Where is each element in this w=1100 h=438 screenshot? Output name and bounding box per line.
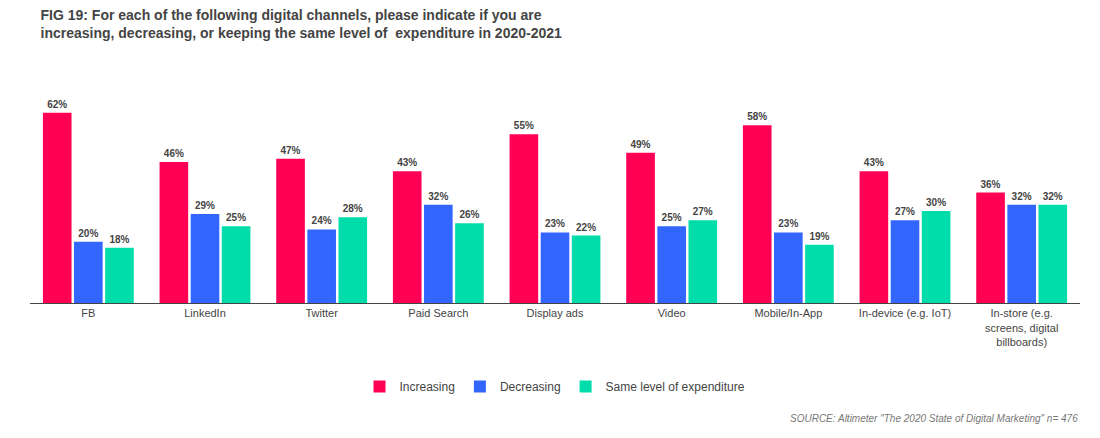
svg-text:Twitter: Twitter: [305, 307, 338, 319]
svg-text:27%: 27%: [693, 206, 713, 217]
svg-text:Video: Video: [658, 307, 686, 319]
svg-text:19%: 19%: [809, 231, 829, 242]
svg-text:58%: 58%: [747, 111, 767, 122]
svg-text:Decreasing: Decreasing: [500, 380, 561, 394]
svg-text:Increasing: Increasing: [400, 380, 455, 394]
svg-text:32%: 32%: [428, 191, 448, 202]
svg-text:43%: 43%: [397, 157, 417, 168]
svg-text:20%: 20%: [78, 228, 98, 239]
svg-text:49%: 49%: [630, 139, 650, 150]
svg-text:Mobile/In-App: Mobile/In-App: [754, 307, 822, 319]
svg-text:25%: 25%: [662, 212, 682, 223]
svg-text:23%: 23%: [545, 218, 565, 229]
svg-text:32%: 32%: [1012, 191, 1032, 202]
svg-text:27%: 27%: [895, 206, 915, 217]
svg-text:47%: 47%: [280, 145, 300, 156]
svg-text:46%: 46%: [164, 148, 184, 159]
svg-text:23%: 23%: [778, 218, 798, 229]
svg-text:36%: 36%: [980, 179, 1000, 190]
svg-text:18%: 18%: [109, 234, 129, 245]
svg-text:25%: 25%: [226, 212, 246, 223]
svg-text:Same level of expenditure: Same level of expenditure: [606, 380, 745, 394]
svg-text:FIG 19: For each of the follow: FIG 19: For each of the following digita…: [41, 7, 563, 41]
svg-text:In-device (e.g. IoT): In-device (e.g. IoT): [859, 307, 951, 319]
svg-text:26%: 26%: [459, 209, 479, 220]
svg-text:SOURCE: Altimeter "The 2020 St: SOURCE: Altimeter "The 2020 State of Dig…: [790, 413, 1078, 424]
svg-text:43%: 43%: [864, 157, 884, 168]
svg-text:62%: 62%: [47, 99, 67, 110]
svg-text:24%: 24%: [312, 215, 332, 226]
svg-text:55%: 55%: [514, 120, 534, 131]
svg-text:FB: FB: [81, 307, 95, 319]
svg-text:22%: 22%: [576, 222, 596, 233]
svg-text:30%: 30%: [926, 197, 946, 208]
svg-text:Display ads: Display ads: [527, 307, 584, 319]
svg-text:29%: 29%: [195, 200, 215, 211]
svg-text:LinkedIn: LinkedIn: [184, 307, 226, 319]
svg-text:In-store (e.g.screens, digital: In-store (e.g.screens, digitalbillboards…: [985, 307, 1058, 348]
svg-text:28%: 28%: [343, 203, 363, 214]
svg-text:32%: 32%: [1043, 191, 1063, 202]
svg-text:Paid Search: Paid Search: [408, 307, 468, 319]
